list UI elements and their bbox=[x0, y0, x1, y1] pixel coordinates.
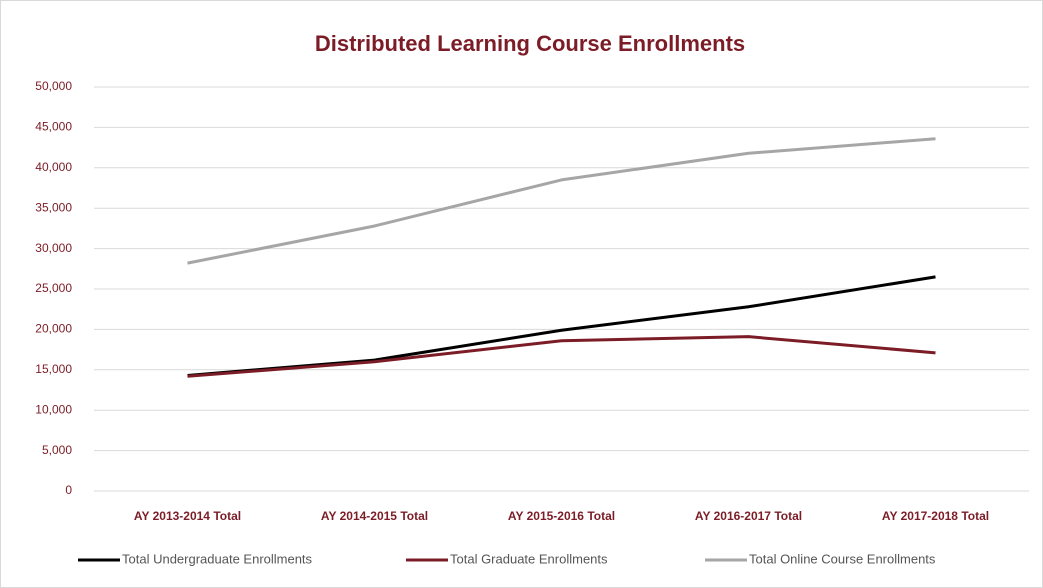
series-line bbox=[187, 335, 936, 378]
y-tick-label: 35,000 bbox=[35, 200, 72, 214]
x-tick-label: AY 2013-2014 Total bbox=[134, 509, 241, 523]
y-tick-label: 25,000 bbox=[35, 281, 72, 295]
y-tick-label: 10,000 bbox=[35, 402, 72, 416]
x-tick-label: AY 2017-2018 Total bbox=[882, 509, 989, 523]
x-tick-label: AY 2014-2015 Total bbox=[321, 509, 428, 523]
series-line bbox=[187, 137, 936, 265]
legend-label: Total Undergraduate Enrollments bbox=[122, 551, 313, 566]
y-tick-label: 30,000 bbox=[35, 241, 72, 255]
y-tick-label: 45,000 bbox=[35, 120, 72, 134]
legend-label: Total Online Course Enrollments bbox=[749, 551, 936, 566]
y-tick-label: 5,000 bbox=[42, 443, 72, 457]
x-tick-label: AY 2016-2017 Total bbox=[695, 509, 802, 523]
legend-label: Total Graduate Enrollments bbox=[450, 551, 608, 566]
y-tick-label: 15,000 bbox=[35, 362, 72, 376]
y-tick-label: 20,000 bbox=[35, 322, 72, 336]
y-tick-label: 50,000 bbox=[35, 79, 72, 93]
y-tick-label: 0 bbox=[65, 483, 72, 497]
x-tick-label: AY 2015-2016 Total bbox=[508, 509, 615, 523]
chart-title: Distributed Learning Course Enrollments bbox=[315, 31, 745, 56]
y-tick-label: 40,000 bbox=[35, 160, 72, 174]
